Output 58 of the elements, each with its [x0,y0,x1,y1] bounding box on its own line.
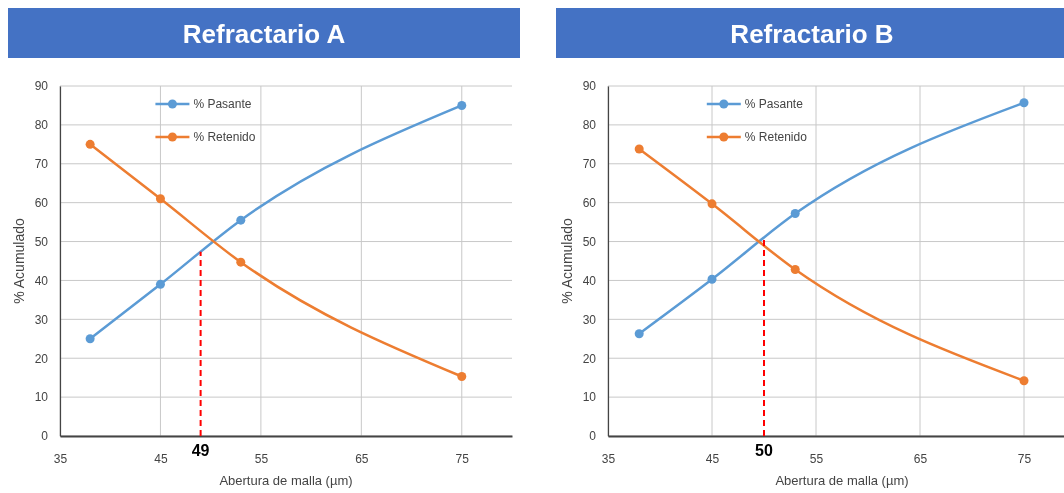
point [155,194,165,204]
point [634,329,644,339]
y-axis-title: % Acumulado [11,217,27,304]
x-tick-label: 65 [355,451,369,466]
y-tick-label: 80 [34,118,49,133]
x-tick-label: 55 [254,451,269,466]
point [85,334,95,344]
y-tick-label: 40 [34,273,49,288]
y-tick-label: 10 [582,390,597,405]
y-tick-label: 70 [582,157,597,172]
y-tick-label: 0 [41,429,49,444]
legend-label: % Retenido [193,130,256,144]
point [790,265,800,275]
legend-label: % Pasante [744,97,804,111]
x-axis-title: Abertura de malla (µm) [219,473,353,488]
point [236,215,246,225]
point [85,139,95,149]
y-tick-label: 90 [34,79,49,94]
x-tick-label: 65 [913,451,928,466]
point [707,274,717,284]
y-tick-label: 30 [34,312,49,327]
point [634,144,644,154]
y-tick-label: 10 [34,390,49,405]
y-axis-title: % Acumulado [559,217,575,304]
point [457,100,467,110]
x-tick-label: 75 [455,451,470,466]
ref-line-label: 49 [191,442,210,459]
point [236,257,246,267]
point [1019,376,1029,386]
y-tick-label: 60 [34,196,49,211]
point [155,279,165,289]
chart-title: Refractario A [182,19,346,49]
y-tick-label: 80 [582,118,597,133]
x-tick-label: 45 [154,451,168,466]
y-tick-label: 20 [582,351,597,366]
y-tick-label: 20 [34,351,49,366]
y-tick-label: 30 [582,312,597,327]
x-tick-label: 45 [705,451,720,466]
x-tick-label: 35 [53,451,68,466]
point [457,372,467,381]
ref-line-label: 50 [755,442,773,459]
x-axis-title: Abertura de malla (µm) [775,473,909,488]
point [707,199,717,209]
y-tick-label: 70 [34,157,49,172]
y-tick-label: 50 [34,234,49,249]
y-tick-label: 60 [582,196,597,211]
x-tick-label: 75 [1017,451,1032,466]
x-tick-label: 55 [809,451,824,466]
y-tick-label: 50 [582,234,597,249]
point [1019,98,1029,108]
x-tick-label: 35 [601,451,616,466]
y-tick-label: 0 [589,429,597,444]
legend-label: % Retenido [744,130,808,144]
legend-label: % Pasante [193,97,252,111]
point [790,209,800,219]
y-tick-label: 40 [582,273,597,288]
chart-title: Refractario B [730,19,894,49]
y-tick-label: 90 [582,79,597,94]
